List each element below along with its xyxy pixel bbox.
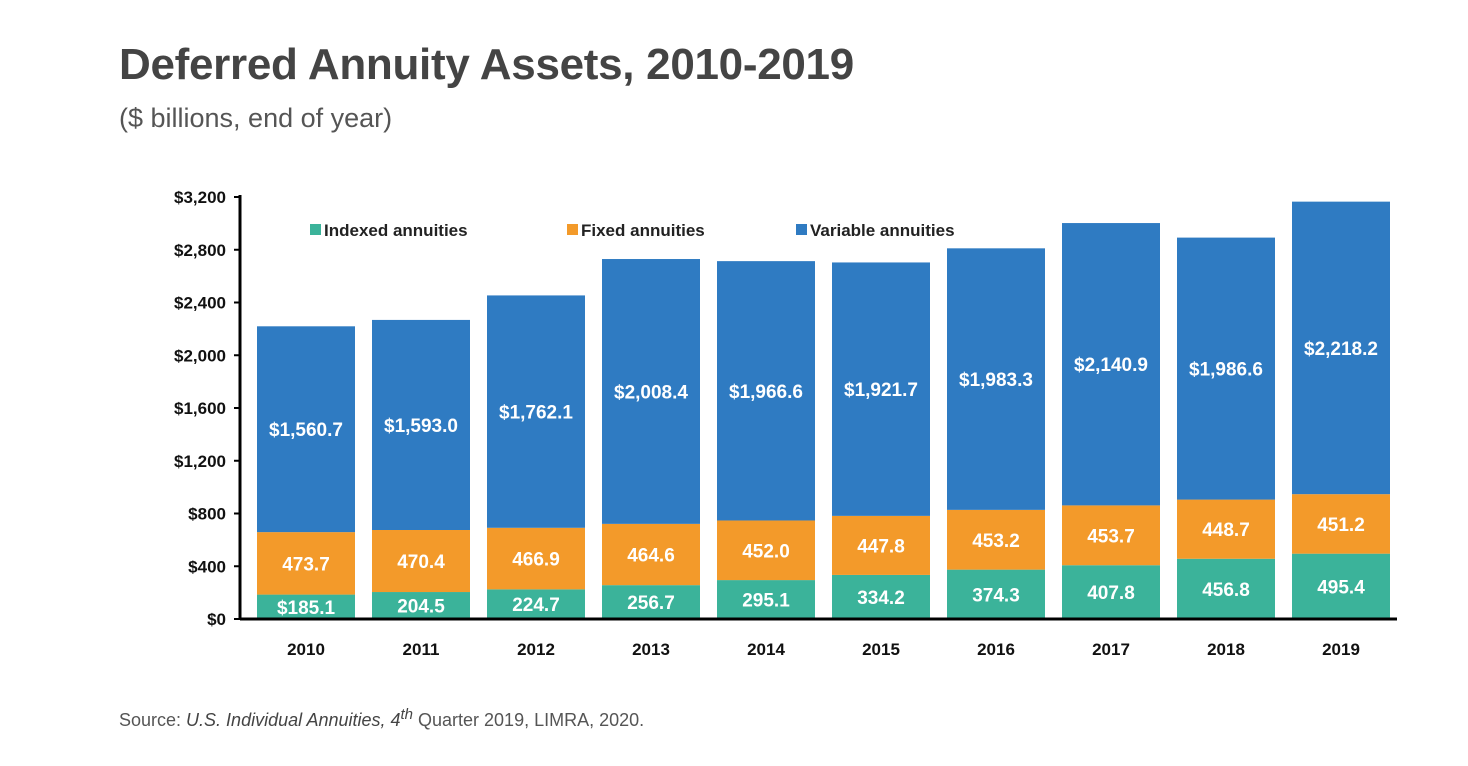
source-prefix: Source: [119,710,187,730]
bar-fixed-annuities-2016 [947,509,1045,570]
x-tick-label: 2014 [747,640,785,659]
data-label: 470.4 [397,552,445,573]
legend-label: Indexed annuities [324,221,468,240]
data-label: $2,140.9 [1074,355,1148,376]
source-title: U.S. Individual Annuities, 4 [186,710,401,730]
data-label: 224.7 [512,595,560,616]
data-label: 464.6 [627,546,675,567]
bar-variable-annuities-2011 [372,319,470,530]
source-sup: th [400,706,414,723]
data-label: $1,593.0 [384,416,458,437]
bar-indexed-annuities-2011 [372,592,470,619]
data-label: 334.2 [857,588,905,609]
data-label: $1,986.6 [1189,360,1263,381]
bar-indexed-annuities-2015 [832,574,930,619]
y-tick-label: $400 [188,557,226,576]
data-label: 256.7 [627,593,675,614]
data-label: 453.7 [1087,526,1135,547]
x-tick-label: 2017 [1092,640,1130,659]
x-tick-label: 2018 [1207,640,1245,659]
data-label: $2,218.2 [1304,339,1378,360]
y-tick-label: $1,600 [174,399,226,418]
bar-fixed-annuities-2014 [717,520,815,581]
bar-indexed-annuities-2012 [487,589,585,619]
data-label: 374.3 [972,585,1020,606]
bar-variable-annuities-2017 [1062,223,1160,506]
bar-fixed-annuities-2010 [257,532,355,595]
bar-variable-annuities-2015 [832,262,930,516]
page-subtitle: ($ billions, end of year) [119,103,393,133]
bar-indexed-annuities-2010 [257,594,355,619]
data-label: 453.2 [972,531,1020,552]
legend-swatch [567,224,578,235]
legend-label: Fixed annuities [581,221,705,240]
bar-variable-annuities-2010 [257,326,355,533]
bar-indexed-annuities-2018 [1177,558,1275,619]
x-tick-label: 2019 [1322,640,1360,659]
data-label: 448.7 [1202,520,1250,541]
bar-fixed-annuities-2013 [602,523,700,586]
y-tick-label: $0 [207,610,226,629]
page-title: Deferred Annuity Assets, 2010-2019 [119,40,854,89]
bar-indexed-annuities-2017 [1062,565,1160,619]
bar-indexed-annuities-2016 [947,569,1045,619]
y-tick-label: $2,400 [174,294,226,313]
data-label: $2,008.4 [614,382,688,403]
data-label: $1,762.1 [499,403,573,424]
x-tick-label: 2016 [977,640,1015,659]
data-label: $1,966.6 [729,382,803,403]
legend-swatch [796,224,807,235]
data-label: $185.1 [277,598,336,619]
data-label: 447.8 [857,536,905,557]
x-tick-label: 2015 [862,640,900,659]
bar-variable-annuities-2012 [487,295,585,528]
bar-indexed-annuities-2019 [1292,553,1390,619]
bar-fixed-annuities-2017 [1062,505,1160,566]
data-label: 495.4 [1317,577,1365,598]
data-label: 204.5 [397,597,445,618]
x-tick-label: 2013 [632,640,670,659]
data-label: $1,983.3 [959,370,1033,391]
legend-label: Variable annuities [810,221,955,240]
bar-variable-annuities-2016 [947,248,1045,510]
data-label: 456.8 [1202,580,1250,601]
data-label: 295.1 [742,591,790,612]
data-label: $1,560.7 [269,420,343,441]
data-label: $1,921.7 [844,380,918,401]
data-label: 466.9 [512,550,560,571]
source-note: Source: U.S. Individual Annuities, 4th Q… [119,706,644,731]
data-label: 407.8 [1087,583,1135,604]
data-label: 473.7 [282,554,330,575]
bar-fixed-annuities-2012 [487,527,585,590]
y-tick-label: $2,800 [174,241,226,260]
bar-fixed-annuities-2011 [372,529,470,593]
bar-variable-annuities-2014 [717,261,815,521]
bar-variable-annuities-2018 [1177,237,1275,500]
source-suffix: Quarter 2019, LIMRA, 2020. [413,710,645,730]
y-tick-label: $1,200 [174,452,226,471]
y-tick-label: $800 [188,505,226,524]
x-tick-label: 2012 [517,640,555,659]
legend-swatch [310,224,321,235]
bar-variable-annuities-2019 [1292,201,1390,495]
data-label: 451.2 [1317,515,1365,536]
x-tick-label: 2011 [403,640,440,659]
bar-indexed-annuities-2014 [717,580,815,619]
y-tick-label: $3,200 [174,188,226,207]
data-label: 452.0 [742,541,790,562]
bar-indexed-annuities-2013 [602,585,700,619]
bar-variable-annuities-2013 [602,259,700,524]
bar-fixed-annuities-2018 [1177,499,1275,559]
bar-fixed-annuities-2015 [832,515,930,575]
bar-fixed-annuities-2019 [1292,494,1390,554]
x-tick-label: 2010 [287,640,325,659]
y-tick-label: $2,000 [174,346,226,365]
